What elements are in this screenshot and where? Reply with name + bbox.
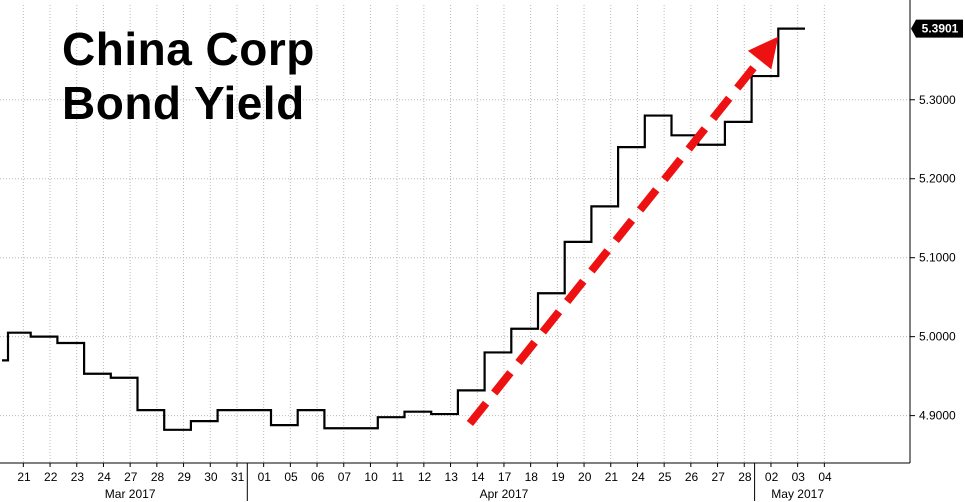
month-label: Apr 2017	[480, 487, 529, 501]
x-tick-label: 17	[498, 470, 512, 484]
x-tick-label: 23	[71, 470, 85, 484]
x-tick-label: 02	[765, 470, 779, 484]
x-tick-label: 26	[685, 470, 699, 484]
x-tick-label: 24	[97, 470, 111, 484]
x-tick-label: 03	[792, 470, 806, 484]
x-tick-label: 04	[818, 470, 832, 484]
yield-step-line	[2, 27, 805, 431]
trend-arrow	[466, 36, 779, 427]
chart-title: China Corp Bond Yield	[62, 22, 315, 130]
x-tick-label: 13	[445, 470, 459, 484]
trend-arrow-shaft	[466, 57, 763, 427]
y-tick-label: 4.9000	[919, 409, 956, 423]
y-tick-label: 5.3000	[919, 93, 956, 107]
month-labels: Mar 2017 Apr 2017 May 2017	[105, 487, 825, 501]
x-tick-label: 30	[204, 470, 218, 484]
series-line	[2, 27, 805, 431]
x-tick-label: 29	[178, 470, 192, 484]
x-tick-label: 22	[44, 470, 58, 484]
y-tick-label: 5.1000	[919, 251, 956, 265]
last-value-badge: 5.3901	[911, 19, 963, 38]
trend-arrow-head	[747, 36, 779, 70]
x-tick-label: 27	[124, 470, 138, 484]
last-value-box	[911, 19, 963, 38]
x-tick-label: 20	[578, 470, 592, 484]
x-tick-label: 12	[418, 470, 432, 484]
x-tick-label: 25	[658, 470, 672, 484]
x-tick-label: 06	[311, 470, 325, 484]
x-tick-label: 14	[471, 470, 485, 484]
x-tick-label: 21	[605, 470, 619, 484]
x-tick-label: 27	[712, 470, 726, 484]
chart-title-line-1: China Corp	[62, 23, 315, 75]
axes	[0, 0, 915, 501]
last-value-text: 5.3901	[922, 22, 959, 36]
x-tick-label: 24	[631, 470, 645, 484]
month-label: Mar 2017	[105, 487, 156, 501]
x-tick-label: 05	[284, 470, 298, 484]
x-tick-label: 11	[392, 470, 405, 484]
x-tick-label: 31	[231, 470, 245, 484]
x-tick-label: 07	[338, 470, 352, 484]
x-tick-label: 10	[364, 470, 378, 484]
y-tick-label: 5.2000	[919, 172, 956, 186]
y-axis-labels: 4.9000 5.0000 5.1000 5.2000 5.3000	[919, 93, 956, 423]
chart-title-line-2: Bond Yield	[62, 77, 305, 129]
x-tick-label: 28	[738, 470, 752, 484]
x-axis-labels: 21 22 23 24 27 28 29 30 31 01 05 06 07 10 11 12 13 14 17 18…	[17, 470, 832, 484]
x-tick-label: 18	[525, 470, 539, 484]
x-tick-label: 19	[551, 470, 565, 484]
y-tick-label: 5.0000	[919, 330, 956, 344]
x-tick-label: 28	[151, 470, 165, 484]
x-tick-label: 01	[258, 470, 272, 484]
x-tick-label: 21	[17, 470, 31, 484]
month-label: May 2017	[771, 487, 824, 501]
